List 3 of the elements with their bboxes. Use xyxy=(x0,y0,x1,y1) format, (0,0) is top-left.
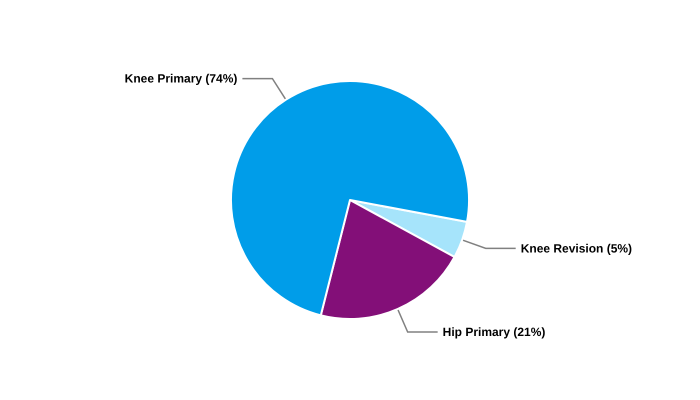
slice-label: Knee Revision (5%) xyxy=(520,241,632,256)
slice-label: Hip Primary (21%) xyxy=(442,324,546,339)
slice-label: Knee Primary (74%) xyxy=(124,72,238,86)
